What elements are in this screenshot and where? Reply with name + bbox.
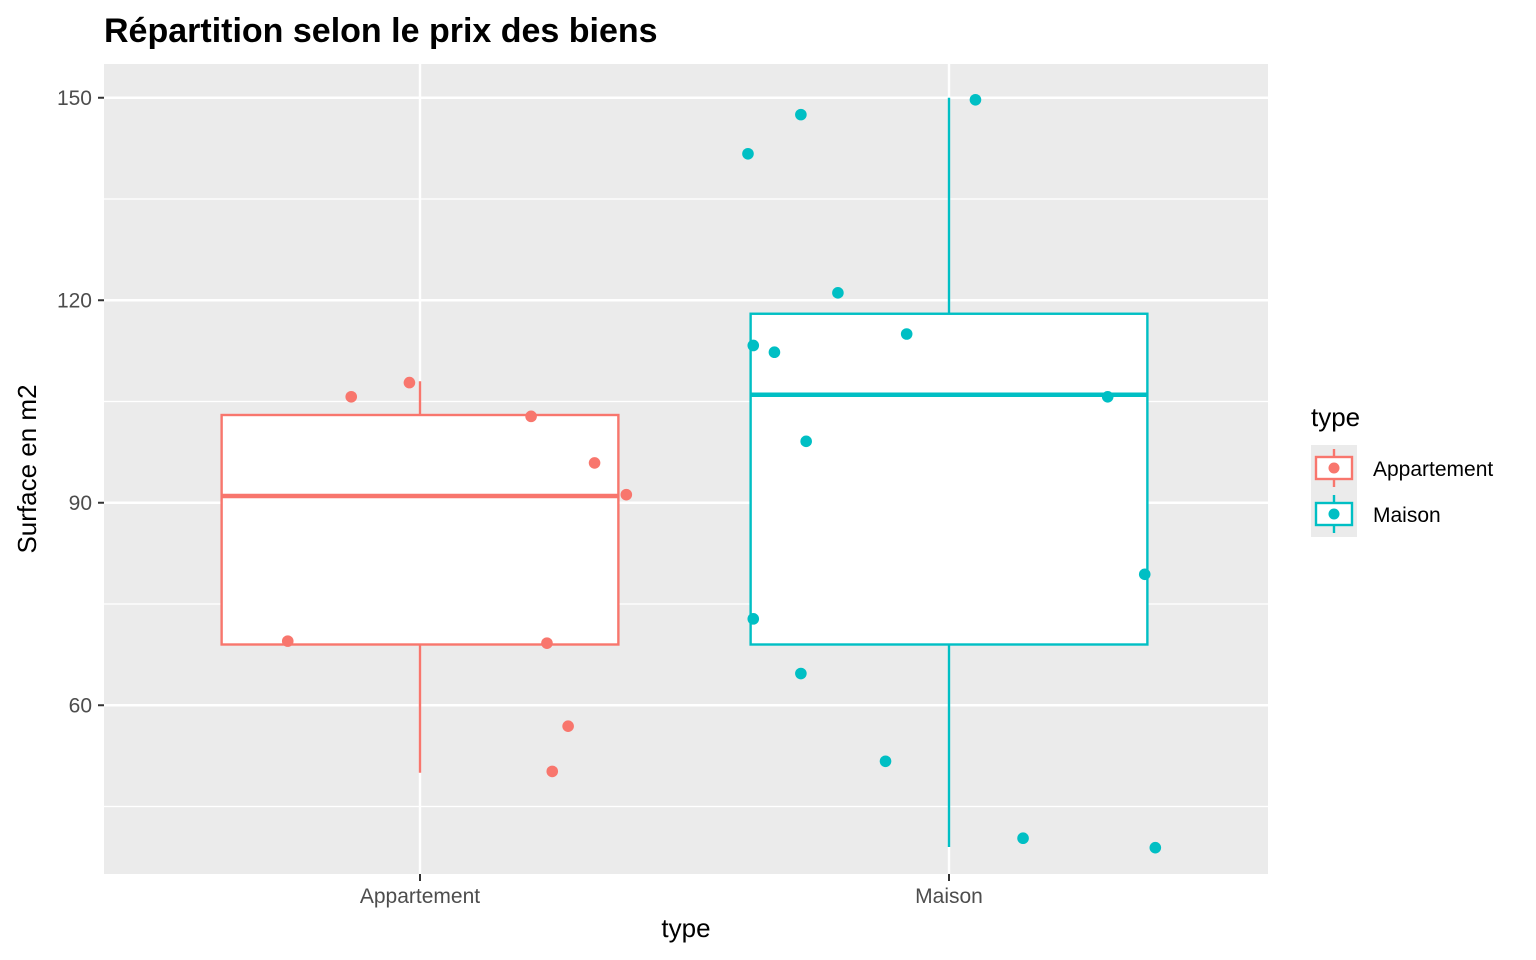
data-point [768,346,781,359]
x-axis: Appartement Maison [360,874,983,908]
box-iqr [749,312,1149,646]
data-point [900,328,913,340]
legend-key-point [1328,462,1340,474]
data-points [281,93,1162,854]
legend-title: type [1311,402,1360,432]
boxes [220,97,1149,847]
x-tick-label: Maison [915,885,983,908]
data-point [562,720,574,732]
data-point [546,765,559,778]
legend-label: Maison [1373,504,1441,527]
data-point [747,339,760,352]
data-point [620,488,633,501]
legend-entry-appartement: Appartement [1311,445,1493,491]
data-point [832,287,844,299]
y-axis-title: Surface en m2 [12,384,42,553]
data-point [345,390,358,403]
y-tick-label: 60 [69,694,92,717]
data-point [1149,841,1162,854]
chart-title: Répartition selon le prix des biens [104,12,658,50]
data-point [1138,568,1151,581]
legend-key-point [1328,508,1340,520]
legend: type Appartement Maison [1311,402,1493,537]
data-point [969,93,982,106]
y-tick-label: 150 [57,87,92,110]
legend-entry-maison: Maison [1311,491,1441,537]
data-point [541,637,553,649]
box-iqr [220,413,620,646]
box-appartement [220,381,620,773]
data-point [588,457,601,469]
box-maison [749,97,1149,847]
y-axis: 60 90 120 150 [57,87,104,717]
x-tick-label: Appartement [360,885,480,908]
y-tick-label: 120 [57,289,92,312]
legend-label: Appartement [1373,458,1493,481]
data-point [403,376,416,389]
data-point [281,635,294,647]
data-point [525,410,537,423]
data-point [1101,390,1114,403]
data-point [742,147,754,160]
data-point [795,108,807,121]
data-point [879,755,892,768]
y-tick-label: 90 [69,492,92,515]
data-point [1017,832,1029,845]
x-axis-title: type [661,913,710,943]
data-point [800,435,812,448]
data-point [747,613,760,625]
data-point [795,667,807,680]
